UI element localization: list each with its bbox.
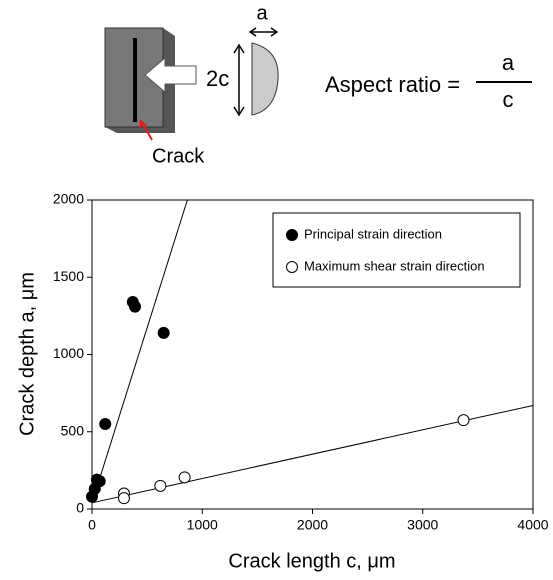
- legend-box: [272, 212, 521, 288]
- y-tick-label: 1500: [53, 268, 84, 284]
- width-label: a: [256, 2, 268, 24]
- crack-label: Crack: [152, 145, 205, 167]
- point: [154, 479, 167, 492]
- y-tick-label: 1000: [53, 345, 84, 361]
- crack-pointer-head: [139, 119, 147, 128]
- y-tick-label: 2000: [53, 191, 84, 207]
- legend-marker: [286, 261, 298, 273]
- crack-shape: [251, 42, 279, 116]
- x-tick-label: 1000: [187, 517, 218, 533]
- point: [117, 492, 130, 505]
- y-axis-label: Crack depth a, μm: [16, 272, 38, 436]
- point: [457, 414, 470, 427]
- ratio-denominator: c: [503, 87, 514, 112]
- ratio-label: Aspect ratio =: [325, 72, 460, 97]
- fit-line: [91, 199, 188, 503]
- length-label: 2c: [206, 66, 229, 91]
- x-tick-label: 3000: [407, 517, 438, 533]
- point: [178, 471, 191, 484]
- crack-pointer: [142, 123, 153, 141]
- x-tick-label: 0: [88, 517, 96, 533]
- view-arrow: [144, 56, 197, 94]
- arrow-head: [233, 43, 245, 54]
- arrow-head: [233, 106, 245, 117]
- legend-label: Maximum shear strain direction: [304, 258, 485, 273]
- x-tick-label: 4000: [517, 517, 548, 533]
- point: [99, 418, 112, 431]
- legend-label: Principal strain direction: [304, 226, 442, 241]
- y-tick-label: 0: [76, 500, 84, 516]
- arrow-head: [248, 27, 257, 37]
- point: [157, 326, 170, 339]
- y-tick-label: 500: [61, 422, 85, 438]
- ratio-numerator: a: [502, 50, 515, 75]
- legend-marker: [286, 229, 298, 241]
- point: [93, 475, 106, 488]
- arrow-head: [270, 27, 279, 37]
- x-tick-label: 2000: [297, 517, 328, 533]
- x-axis-label: Crack length c, μm: [228, 550, 395, 572]
- point: [128, 300, 141, 313]
